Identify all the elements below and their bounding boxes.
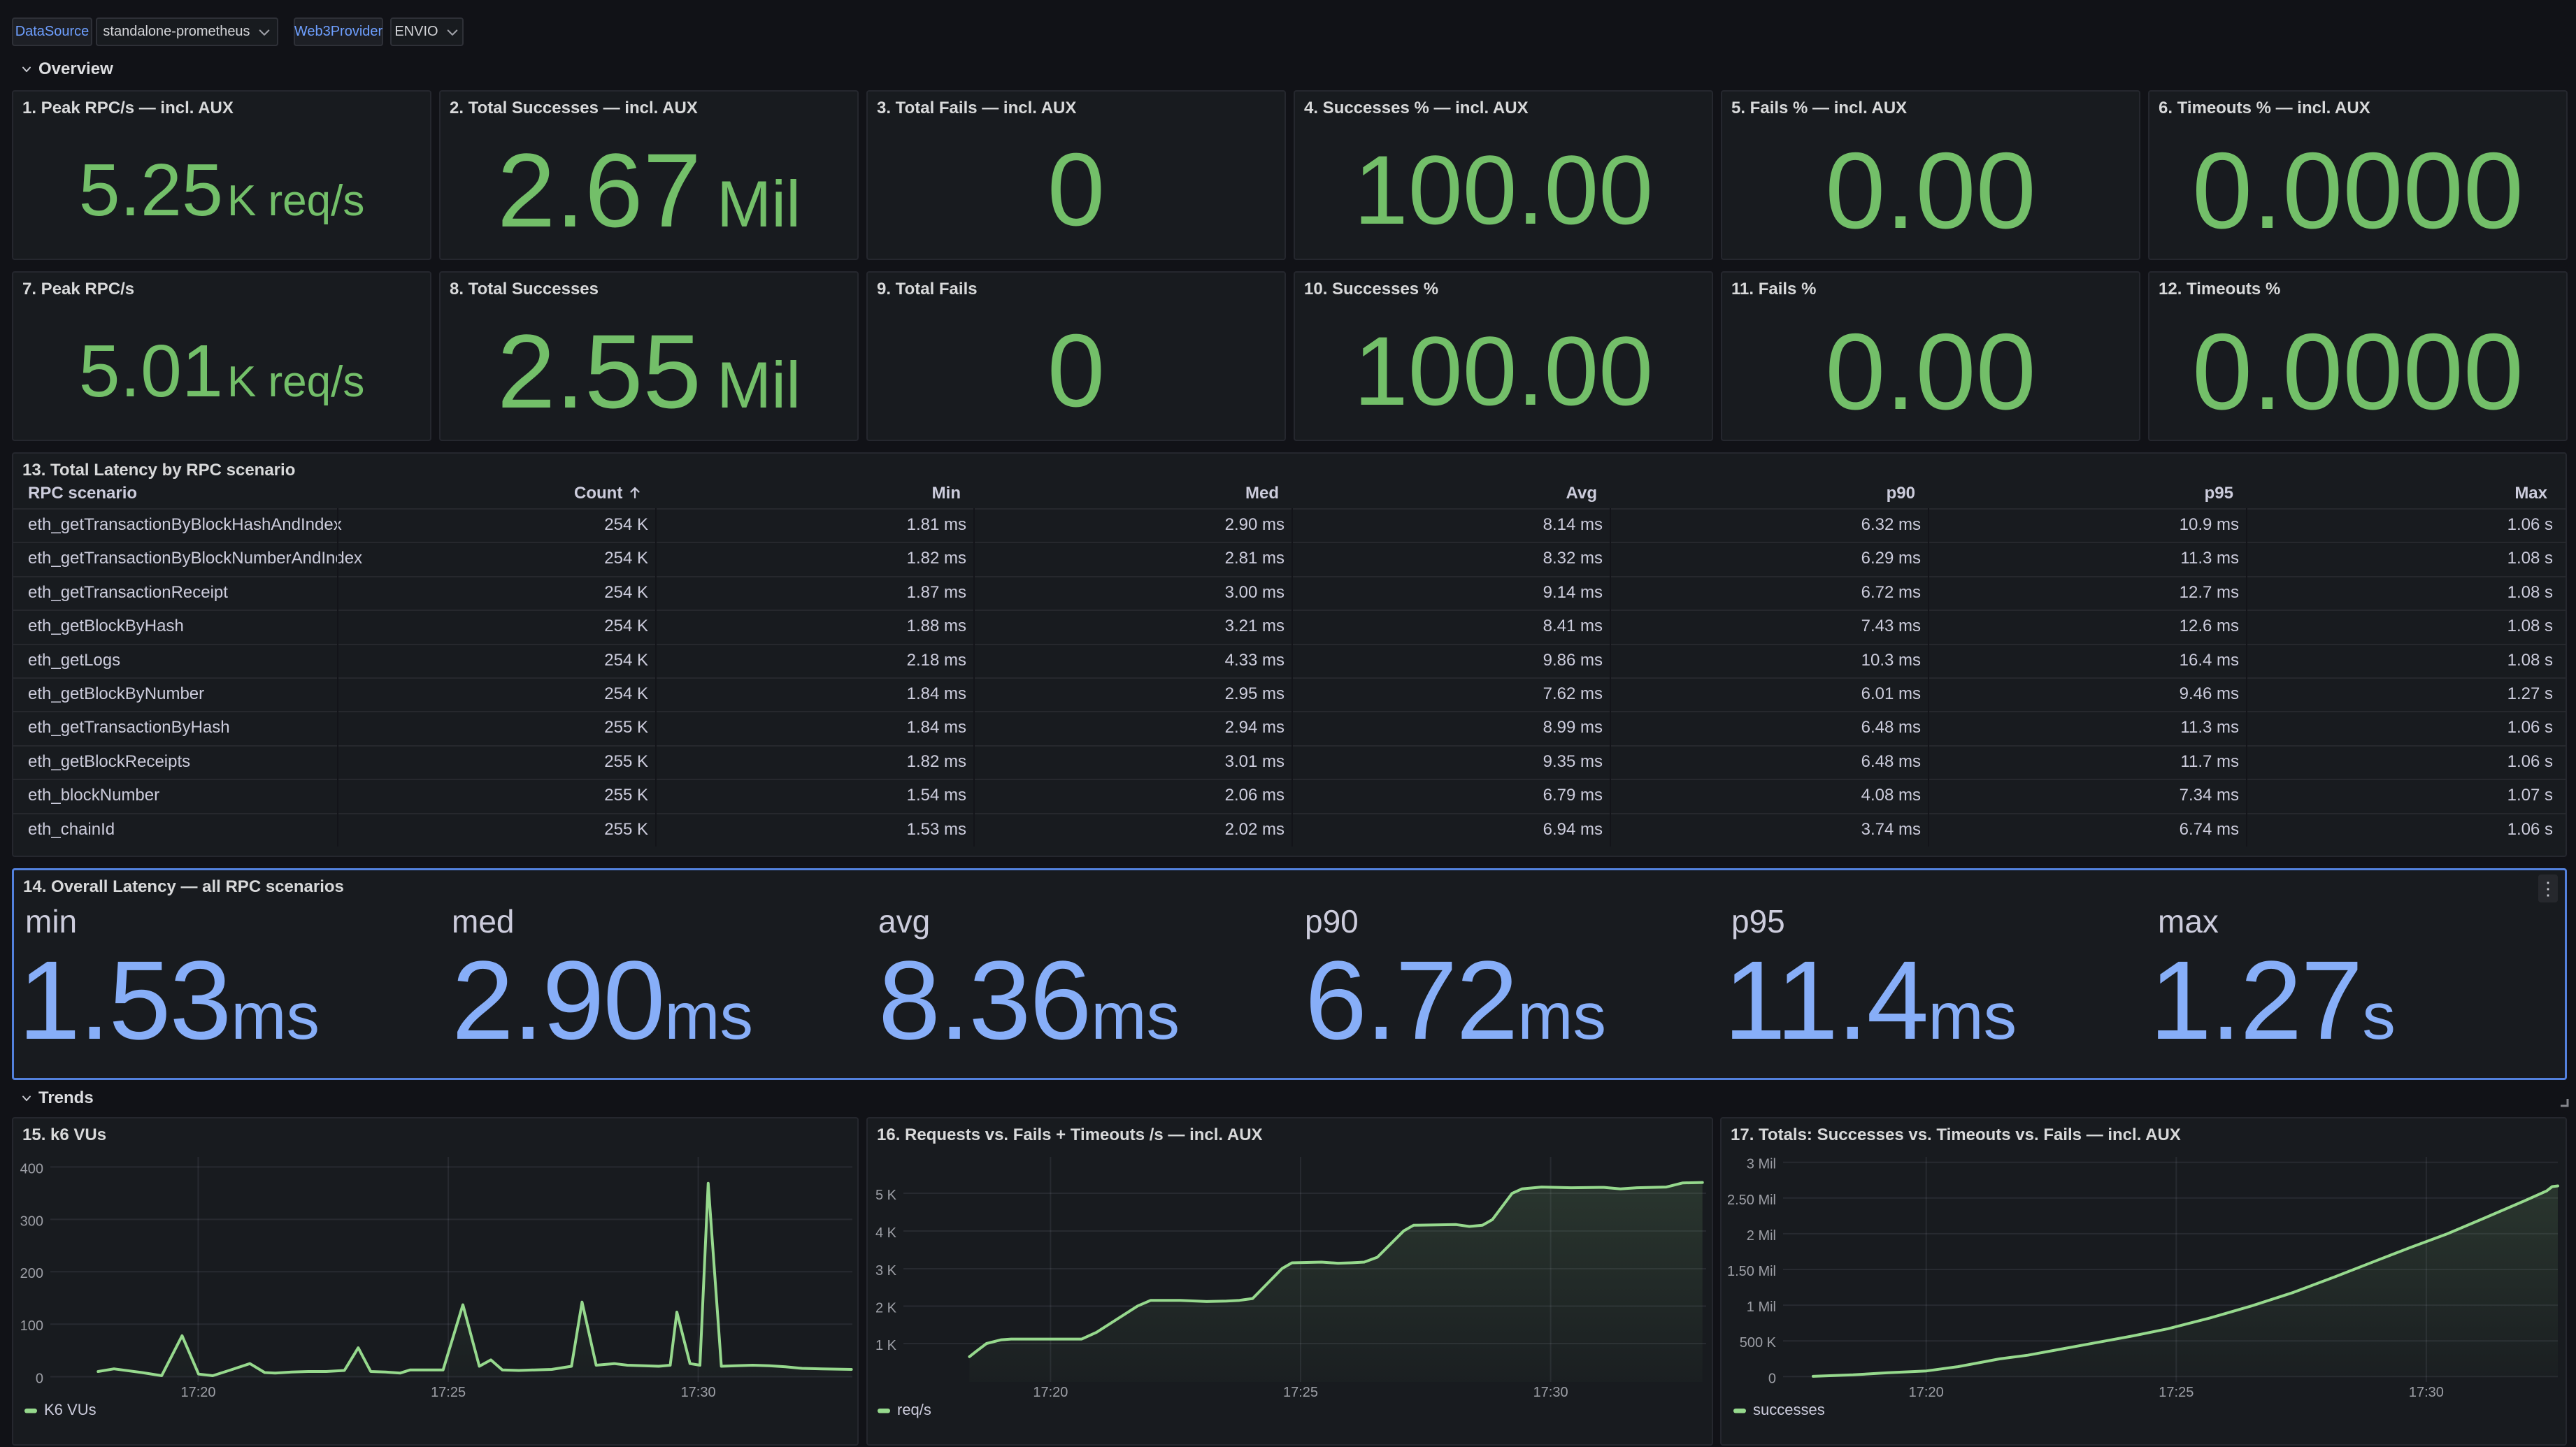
svg-text:17:25: 17:25 <box>431 1385 466 1400</box>
svg-text:17:20: 17:20 <box>1033 1385 1068 1400</box>
svg-text:200: 200 <box>20 1266 43 1281</box>
svg-text:K6 VUs: K6 VUs <box>44 1401 96 1418</box>
svg-text:300: 300 <box>20 1214 43 1229</box>
svg-text:4 K: 4 K <box>875 1225 897 1241</box>
svg-text:100: 100 <box>20 1318 43 1334</box>
svg-text:1.50 Mil: 1.50 Mil <box>1727 1264 1776 1279</box>
svg-text:17:30: 17:30 <box>2409 1385 2444 1400</box>
svg-text:17:30: 17:30 <box>1533 1385 1568 1400</box>
svg-text:0: 0 <box>36 1372 43 1387</box>
svg-text:1 K: 1 K <box>875 1338 897 1353</box>
svg-text:17:20: 17:20 <box>1909 1385 1944 1400</box>
svg-text:2 Mil: 2 Mil <box>1747 1228 1776 1244</box>
svg-text:req/s: req/s <box>897 1401 931 1418</box>
svg-text:17:25: 17:25 <box>1283 1385 1318 1400</box>
svg-text:17:20: 17:20 <box>180 1385 215 1400</box>
svg-text:0: 0 <box>1768 1371 1776 1386</box>
svg-text:3 Mil: 3 Mil <box>1747 1157 1776 1172</box>
svg-text:3 K: 3 K <box>875 1263 897 1279</box>
svg-text:500 K: 500 K <box>1740 1335 1777 1351</box>
svg-text:5 K: 5 K <box>875 1188 897 1203</box>
svg-text:2.50 Mil: 2.50 Mil <box>1727 1193 1776 1208</box>
svg-text:2 K: 2 K <box>875 1301 897 1316</box>
svg-text:17:30: 17:30 <box>681 1385 716 1400</box>
svg-text:successes: successes <box>1753 1401 1825 1418</box>
svg-text:17:25: 17:25 <box>2159 1385 2194 1400</box>
svg-text:400: 400 <box>20 1161 43 1176</box>
svg-text:1 Mil: 1 Mil <box>1747 1300 1776 1315</box>
